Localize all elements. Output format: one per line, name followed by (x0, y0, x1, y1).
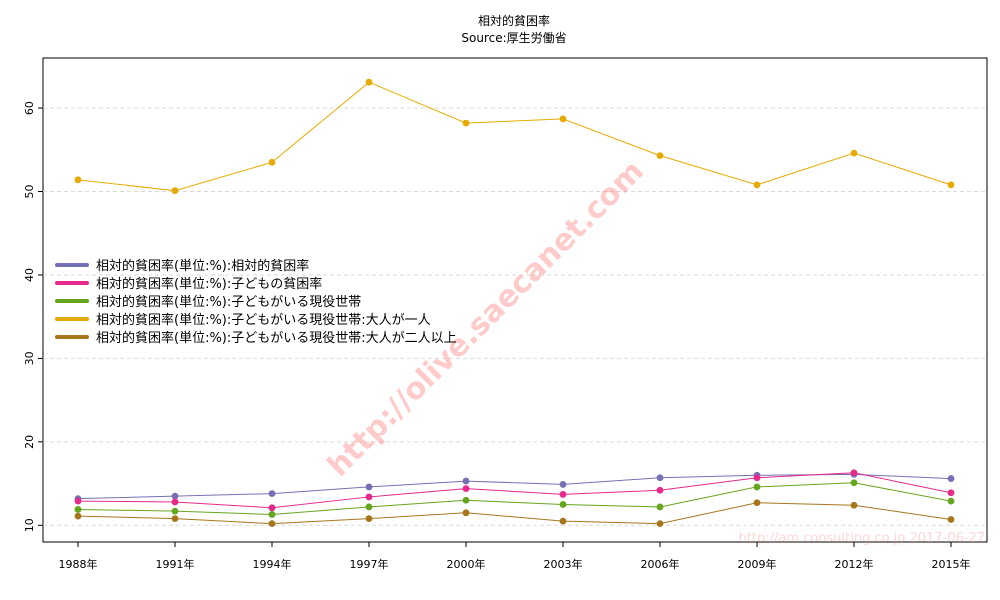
x-tick-label: 2009年 (738, 557, 777, 571)
x-tick-label: 2006年 (641, 557, 680, 571)
x-tick-label: 1994年 (253, 557, 292, 571)
data-point (268, 158, 276, 166)
x-tick-label: 1988年 (59, 557, 98, 571)
x-axis-ticks: 1988年 1991年 1994年 1997年 2000年 2003年 2006年 2009年… (59, 542, 971, 571)
y-tick-label: 40 (23, 268, 36, 282)
watermark-corner: http://am.consulting.co.jp 2017-06-27 (739, 531, 985, 546)
series-line (77, 472, 952, 509)
series-line (77, 473, 952, 500)
x-tick-label: 2003年 (544, 557, 583, 571)
series-4 (74, 78, 955, 195)
chart-title: 相対的貧困率 (478, 13, 550, 28)
data-point (656, 486, 664, 494)
data-point (850, 149, 858, 157)
data-point (559, 115, 567, 123)
data-point (462, 509, 470, 517)
data-point (850, 501, 858, 509)
data-point (171, 507, 179, 515)
y-tick-label: 50 (23, 185, 36, 199)
data-point (365, 515, 373, 523)
data-point (365, 483, 373, 491)
y-tick-label: 30 (23, 351, 36, 365)
data-point (462, 496, 470, 504)
legend: 相対的貧困率(単位:%):相対的貧困率相対的貧困率(単位:%):子どもの貧困率相… (55, 258, 457, 346)
data-point (462, 119, 470, 127)
data-point (947, 475, 955, 482)
data-point (656, 152, 664, 160)
legend-label: 相対的貧困率(単位:%):子どもがいる現役世帯:大人が二人以上 (96, 330, 457, 346)
data-point (753, 499, 761, 507)
plot-area-frame (42, 57, 988, 543)
series-2 (74, 469, 955, 512)
data-point (753, 474, 761, 482)
y-tick-label: 60 (23, 101, 36, 115)
series-1 (74, 471, 955, 503)
data-point (559, 517, 567, 525)
data-point (365, 78, 373, 86)
data-point (947, 516, 955, 523)
series-line (77, 81, 952, 192)
data-point (268, 490, 276, 497)
series-3 (74, 479, 955, 518)
data-point (365, 493, 373, 501)
data-point (268, 504, 276, 512)
legend-item: 相対的貧困率(単位:%):子どもがいる現役世帯:大人が二人以上 (55, 330, 457, 346)
data-point (559, 491, 567, 498)
series-line (77, 482, 952, 515)
data-point (171, 515, 179, 523)
data-point (850, 479, 858, 487)
data-point (559, 501, 567, 508)
legend-label: 相対的貧困率(単位:%):子どもがいる現役世帯 (96, 294, 361, 310)
legend-label: 相対的貧困率(単位:%):子どもがいる現役世帯:大人が一人 (96, 312, 431, 328)
data-point (656, 520, 664, 528)
data-point (947, 181, 955, 189)
x-tick-label: 2015年 (932, 557, 971, 571)
series-line (77, 502, 952, 525)
data-point (850, 469, 858, 477)
data-point (74, 497, 82, 505)
data-point (753, 483, 761, 491)
legend-item: 相対的貧困率(単位:%):子どもの貧困率 (55, 276, 322, 292)
data-point (74, 506, 82, 513)
x-tick-label: 1991年 (156, 557, 195, 571)
legend-item: 相対的貧困率(単位:%):子どもがいる現役世帯 (55, 294, 361, 310)
data-point (74, 176, 82, 184)
y-tick-label: 20 (23, 435, 36, 449)
data-point (365, 503, 373, 511)
data-point (462, 485, 470, 492)
data-point (947, 489, 955, 497)
legend-label: 相対的貧困率(単位:%):相対的貧困率 (96, 258, 309, 274)
series-5 (74, 499, 955, 528)
data-point (268, 511, 276, 518)
data-point (171, 187, 179, 195)
data-point (753, 181, 761, 189)
y-tick-label: 10 (23, 518, 36, 532)
data-series (74, 78, 955, 528)
x-tick-label: 2000年 (447, 557, 486, 571)
data-point (268, 520, 276, 528)
data-point (74, 512, 82, 520)
legend-item: 相対的貧困率(単位:%):相対的貧困率 (55, 258, 309, 274)
data-point (656, 503, 664, 511)
data-point (656, 474, 664, 482)
legend-label: 相対的貧困率(単位:%):子どもの貧困率 (96, 276, 322, 292)
legend-item: 相対的貧困率(単位:%):子どもがいる現役世帯:大人が一人 (55, 312, 431, 328)
data-point (462, 477, 470, 485)
data-point (171, 492, 179, 500)
grid-lines (43, 107, 987, 526)
y-axis-ticks: 10 20 30 40 50 60 (23, 101, 43, 532)
chart-subtitle: Source:厚生労働省 (461, 31, 566, 45)
data-point (559, 481, 567, 488)
data-point (947, 497, 955, 505)
data-point (171, 498, 179, 506)
x-tick-label: 2012年 (835, 557, 874, 571)
x-tick-label: 1997年 (350, 557, 389, 571)
